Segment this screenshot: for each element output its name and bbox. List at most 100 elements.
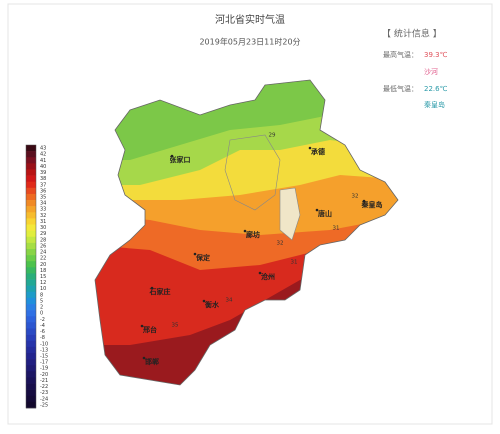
map-subtitle: 2019年05月23日11时20分 [199, 37, 300, 47]
legend-label: 5 [40, 298, 43, 304]
legend-swatch [26, 297, 36, 305]
legend-label: -24 [40, 396, 48, 402]
legend-swatch [26, 236, 36, 244]
legend-label: 29 [40, 231, 46, 237]
legend-label: 33 [40, 207, 46, 213]
legend-swatch [26, 316, 36, 323]
legend-swatch [26, 255, 36, 262]
legend-swatch [26, 212, 36, 219]
legend-label: -4 [40, 323, 45, 329]
city-dot [170, 154, 174, 158]
contour-label: 31 [333, 226, 340, 232]
city-dot [140, 324, 144, 328]
city-dot [362, 199, 366, 203]
stats-heading: 【 统计信息 】 [382, 28, 442, 40]
legend-border [25, 144, 37, 409]
legend-swatch [26, 218, 36, 225]
city-label: 保定 [195, 253, 210, 262]
city-label: 邢台 [143, 325, 157, 334]
legend-swatch [26, 346, 36, 354]
contour-label: 35 [172, 323, 179, 329]
legend-swatch [26, 389, 36, 397]
legend-label: 8 [40, 292, 43, 298]
city-label: 沧州 [261, 272, 275, 281]
legend-label: 26 [40, 243, 46, 249]
contour-label: 31 [291, 260, 298, 266]
city-dot [142, 356, 146, 360]
legend-swatch [26, 163, 36, 170]
legend-label: -17 [40, 360, 48, 366]
legend-swatch [26, 187, 36, 195]
city-dot [315, 208, 319, 212]
legend-swatch [26, 322, 36, 329]
legend-label: 37 [40, 182, 46, 188]
legend-label: -15 [40, 354, 48, 360]
legend-swatch [26, 279, 36, 286]
legend-swatch [26, 334, 36, 342]
city-dot [308, 146, 312, 150]
city-label: 衡水 [204, 300, 220, 309]
legend-swatch [26, 352, 36, 360]
legend-swatch [26, 359, 36, 366]
frame [7, 3, 493, 425]
legend-label: 38 [40, 176, 46, 182]
legend-label: 24 [40, 250, 46, 256]
legend-swatch [26, 371, 36, 378]
legend-label: -19 [40, 366, 48, 372]
legend-label: -2 [40, 317, 45, 323]
legend-swatch [26, 200, 36, 207]
legend-label: 40 [40, 164, 46, 170]
legend-label: 22 [40, 256, 46, 262]
legend-label: -23 [40, 390, 48, 396]
legend-swatch [26, 157, 36, 164]
city-label: 秦皇岛 [361, 200, 383, 209]
city-dot [243, 229, 247, 233]
city-dot [150, 286, 154, 290]
legend-swatch [26, 328, 36, 335]
city-label: 唐山 [318, 209, 332, 218]
legend-label: 32 [40, 213, 46, 219]
legend-label: -20 [40, 372, 48, 378]
legend-swatch [26, 151, 36, 158]
legend-label: 15 [40, 274, 46, 280]
tianjin-outline [279, 187, 301, 241]
legend-label: 34 [40, 201, 46, 207]
city-dot [193, 252, 197, 256]
legend-swatch [26, 175, 36, 182]
legend-label: 31 [40, 219, 46, 225]
legend-swatch [26, 365, 36, 372]
legend-label: 43 [40, 146, 46, 152]
legend-label: 30 [40, 225, 46, 231]
legend-swatch [26, 248, 36, 256]
stats-max-label: 最高气温： [383, 50, 418, 59]
legend-label: 0 [40, 311, 43, 317]
legend-swatch [26, 181, 36, 189]
legend-swatch [26, 310, 36, 317]
stats-min-label: 最低气温： [383, 84, 418, 93]
legend-swatch [26, 401, 36, 409]
contour-label: 32 [352, 194, 359, 200]
city-label: 邯郸 [145, 357, 159, 366]
legend-swatch [26, 383, 36, 390]
legend-label: 10 [40, 286, 46, 292]
legend-swatch [26, 169, 36, 176]
map-title: 河北省实时气温 [215, 13, 285, 26]
legend-swatch [26, 285, 36, 293]
legend-swatch [26, 145, 36, 152]
legend-swatch [26, 340, 36, 348]
city-label: 承德 [311, 147, 325, 156]
contour-label: 34 [226, 298, 233, 304]
legend-label: 35 [40, 194, 46, 200]
contour-label: 32 [277, 241, 284, 247]
legend-swatch [26, 304, 36, 311]
legend-swatch [26, 242, 36, 250]
legend-swatch [26, 230, 36, 238]
stats-min-place: 秦皇岛 [424, 100, 445, 109]
legend-label: -25 [40, 402, 48, 408]
stats-max-place: 沙河 [424, 68, 438, 76]
legend-swatch [26, 377, 36, 384]
legend-label: 39 [40, 170, 46, 176]
stats-max-value: 39.3℃ [424, 51, 448, 59]
